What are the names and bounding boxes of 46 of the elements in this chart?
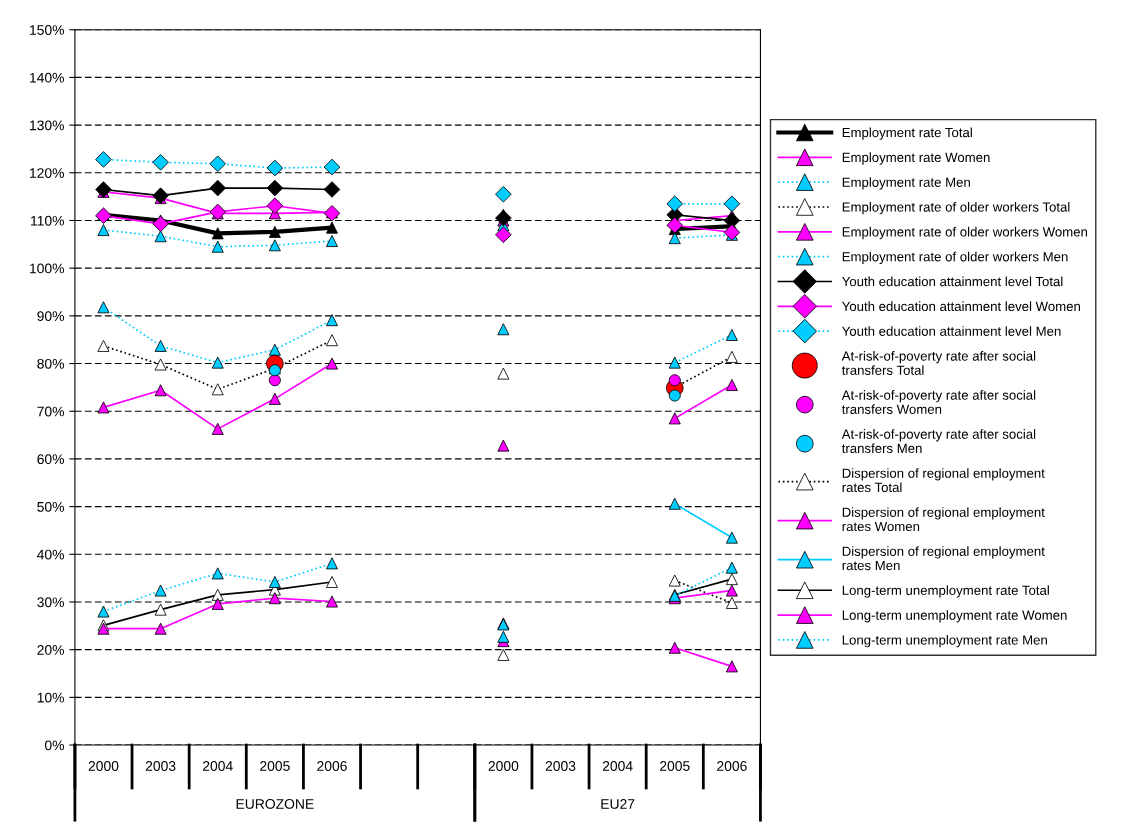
x-tick-label: 2005 (260, 761, 290, 771)
y-tick-label: 90% (37, 311, 64, 322)
y-tick-label: 140% (30, 72, 64, 83)
x-tick-label: 2003 (145, 761, 176, 771)
y-tick-label: 50% (37, 501, 64, 512)
y-tick-label: 60% (37, 454, 64, 465)
legend-label: At-risk-of-poverty rate after social transfers Men (841, 429, 1036, 454)
legend-label: Employment rate of older workers Women (842, 226, 1088, 240)
text: EUROZONE (236, 799, 314, 809)
legend-label: Dispersion of regional employment rates Men (842, 546, 1045, 571)
y-tick-label: 10% (37, 692, 64, 703)
legend-label: Employment rate Total (842, 127, 972, 140)
x-tick-label: 2000 (88, 761, 119, 771)
y-tick-label: 150% (30, 25, 64, 35)
legend-label: Employment rate Men (842, 177, 970, 190)
text: EU27 (601, 799, 635, 809)
y-tick-label: 70% (37, 406, 64, 417)
legend-label: Long-term unemployment rate Women (842, 610, 1067, 623)
legend-label: Youth education attainment level Men (842, 326, 1061, 336)
legend-label: At-risk-of-poverty rate after social transfers Total (841, 351, 1036, 375)
legend-label: Employment rate of older workers Total (842, 202, 1070, 215)
legend-label: Youth education attainment level Total (842, 276, 1063, 287)
y-tick-label: 30% (37, 597, 64, 608)
legend-label: Long-term unemployment rate Men (842, 634, 1047, 648)
x-tick-label: 2005 (660, 761, 690, 771)
legend-label: Long-term unemployment rate Total (842, 585, 1049, 598)
legend-label: Dispersion of regional employment rates Total (842, 468, 1045, 493)
y-tick-label: 130% (30, 120, 64, 131)
y-tick-label: 20% (37, 645, 64, 655)
legend-label: At-risk-of-poverty rate after social transfers Women (841, 390, 1036, 414)
x-tick-label: 2006 (317, 761, 347, 771)
y-tick-label: 80% (37, 358, 64, 369)
y-tick-label: 0% (44, 740, 64, 751)
x-tick-label: 2004 (602, 761, 633, 771)
x-tick-label: 2006 (717, 761, 747, 771)
y-tick-label: 110% (31, 215, 64, 226)
legend-label: Youth education attainment level Women (842, 301, 1081, 312)
legend-label: Employment rate of older workers Men (842, 251, 1068, 264)
y-tick-label: 100% (30, 263, 64, 274)
x-tick-label: 2004 (202, 761, 233, 771)
y-tick-label: 40% (37, 549, 64, 560)
legend-label: Dispersion of regional employment rates Women (842, 507, 1045, 532)
y-tick-label: 120% (30, 168, 64, 178)
legend-label: Employment rate Women (842, 152, 990, 165)
x-tick-label: 2003 (545, 761, 576, 771)
x-tick-label: 2000 (488, 761, 519, 771)
